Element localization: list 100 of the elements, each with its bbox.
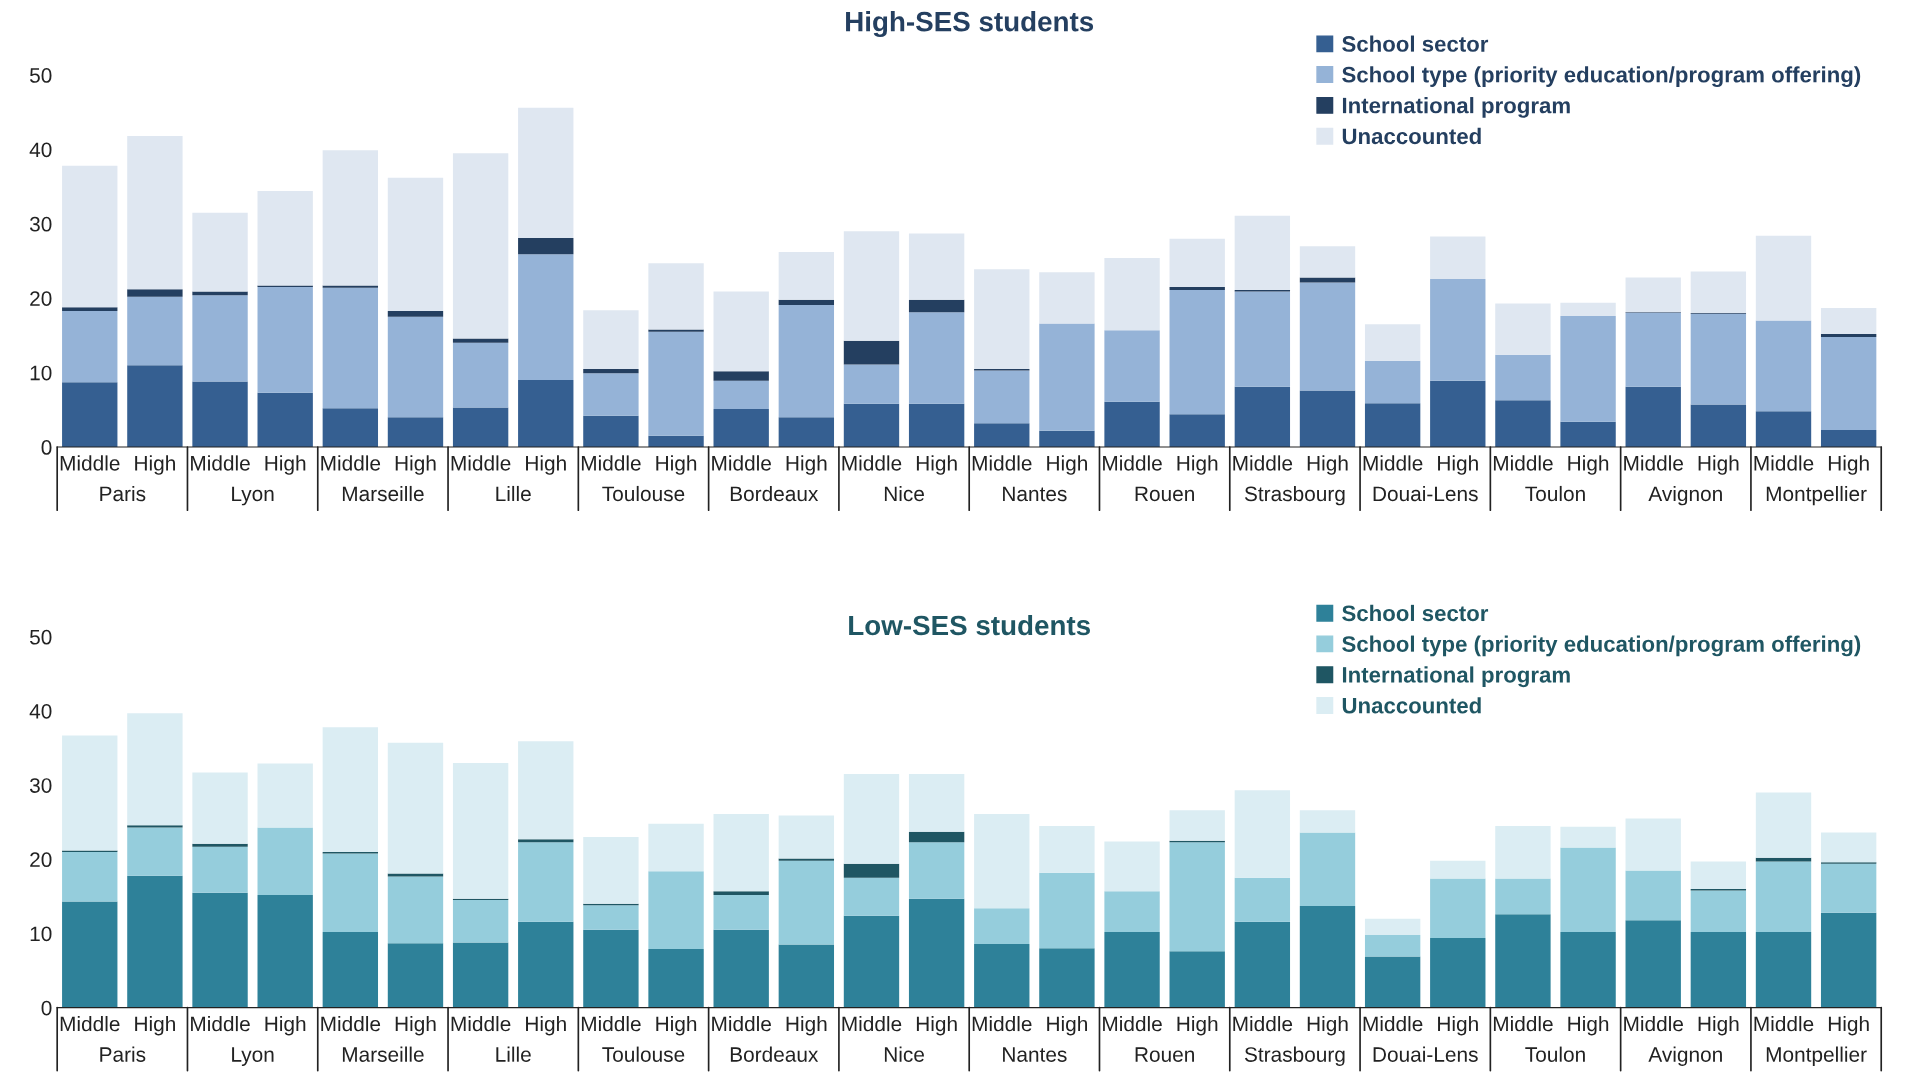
x-tick-label: High bbox=[1047, 455, 1087, 475]
x-tick-label: High bbox=[1828, 455, 1869, 475]
x-tick-label: High bbox=[786, 455, 827, 475]
x-tick-label: Middle bbox=[581, 1016, 641, 1032]
legend-label: School sector bbox=[1342, 604, 1489, 622]
x-tick-label: High bbox=[916, 455, 957, 475]
x-tick-label: High bbox=[656, 455, 697, 475]
x-tick-label: High bbox=[1698, 455, 1739, 475]
x-tick-label: High bbox=[1307, 455, 1348, 475]
y-tick-label: 0 bbox=[41, 440, 52, 455]
y-tick-label: 10 bbox=[30, 365, 52, 381]
x-tick-label: High bbox=[1047, 1016, 1087, 1036]
text: Rouen bbox=[1135, 1047, 1194, 1062]
text: Toulouse bbox=[602, 485, 685, 502]
legend-label: School type (priority education/program offering) bbox=[1342, 66, 1861, 88]
text: Lyon bbox=[232, 1047, 274, 1066]
x-tick-label: Middle bbox=[581, 455, 641, 471]
x-tick-label: High bbox=[1177, 1016, 1218, 1036]
x-tick-label: High bbox=[395, 455, 436, 475]
y-tick-label: 40 bbox=[29, 142, 52, 158]
y-tick-label: 20 bbox=[30, 852, 52, 868]
text: Paris bbox=[100, 1046, 146, 1062]
text: Montpellier bbox=[1766, 485, 1867, 506]
text: Toulouse bbox=[602, 1046, 685, 1062]
x-tick-label: High bbox=[526, 455, 566, 475]
text: Toulon bbox=[1525, 485, 1585, 502]
text: Nantes bbox=[1003, 486, 1067, 502]
text: Marseille bbox=[342, 485, 424, 502]
legend-label: International program bbox=[1342, 97, 1570, 118]
x-tick-label: High bbox=[526, 1016, 566, 1036]
x-tick-label: Middle bbox=[842, 455, 902, 471]
x-tick-label: High bbox=[656, 1016, 697, 1036]
y-tick-label: 50 bbox=[29, 68, 52, 83]
x-tick-label: Middle bbox=[1103, 1016, 1162, 1032]
text: Montpellier bbox=[1766, 1046, 1867, 1066]
x-tick-label: Middle bbox=[842, 1016, 902, 1032]
y-tick-label: 20 bbox=[30, 291, 52, 306]
x-tick-label: Middle bbox=[191, 1016, 250, 1032]
x-tick-label: Middle bbox=[1233, 1016, 1293, 1032]
chart-title: Low-SES students bbox=[849, 614, 1090, 636]
legend-label: School type (priority education/program offering) bbox=[1342, 635, 1861, 657]
x-tick-label: High bbox=[135, 1016, 175, 1036]
text: Nice bbox=[884, 485, 924, 502]
x-tick-label: High bbox=[1438, 1016, 1478, 1036]
text: Toulon bbox=[1525, 1046, 1585, 1062]
legend-label: Unaccounted bbox=[1342, 127, 1481, 145]
text: Lyon bbox=[232, 486, 274, 506]
text: Paris bbox=[100, 485, 146, 502]
y-tick-label: 30 bbox=[29, 216, 52, 232]
text: Lille bbox=[496, 485, 531, 502]
y-tick-label: 0 bbox=[41, 1000, 52, 1016]
x-tick-label: High bbox=[1307, 1016, 1348, 1036]
x-tick-label: High bbox=[1828, 1016, 1869, 1036]
y-tick-label: 50 bbox=[29, 629, 52, 645]
text: Nantes bbox=[1003, 1047, 1067, 1062]
x-tick-label: Middle bbox=[321, 1016, 381, 1032]
x-tick-label: Middle bbox=[1363, 455, 1423, 471]
x-tick-label: Middle bbox=[712, 1016, 771, 1032]
x-tick-label: High bbox=[135, 455, 175, 475]
text: Bordeaux bbox=[730, 485, 819, 502]
text: Lille bbox=[496, 1046, 531, 1062]
x-tick-label: Middle bbox=[321, 455, 381, 471]
x-tick-label: High bbox=[265, 455, 306, 475]
x-tick-label: High bbox=[1568, 1016, 1609, 1036]
text: Nice bbox=[884, 1046, 924, 1062]
x-tick-label: Middle bbox=[451, 1016, 511, 1032]
x-tick-label: High bbox=[395, 1016, 436, 1036]
x-tick-label: Middle bbox=[1624, 1016, 1683, 1032]
x-tick-label: Middle bbox=[972, 1016, 1032, 1032]
x-tick-label: Middle bbox=[1363, 1016, 1423, 1032]
x-tick-label: High bbox=[916, 1016, 957, 1036]
x-tick-label: High bbox=[1698, 1016, 1739, 1036]
y-tick-label: 40 bbox=[29, 703, 52, 719]
y-tick-label: 10 bbox=[30, 926, 52, 942]
legend-label: Unaccounted bbox=[1342, 697, 1481, 714]
text: Douai-Lens bbox=[1373, 1046, 1478, 1062]
x-tick-label: Middle bbox=[1754, 1016, 1814, 1032]
x-tick-label: Middle bbox=[1754, 455, 1814, 471]
text: Marseille bbox=[342, 1046, 424, 1062]
x-tick-label: Middle bbox=[1233, 455, 1293, 471]
text: Douai-Lens bbox=[1373, 485, 1478, 502]
x-tick-label: Middle bbox=[1624, 455, 1683, 471]
chart-title: High-SES students bbox=[846, 11, 1094, 38]
text: Strasbourg bbox=[1244, 1046, 1345, 1066]
x-tick-label: High bbox=[1438, 455, 1478, 475]
x-tick-label: Middle bbox=[1103, 455, 1162, 471]
x-tick-label: Middle bbox=[972, 455, 1032, 471]
x-tick-label: Middle bbox=[60, 1016, 120, 1032]
x-tick-label: High bbox=[1568, 455, 1609, 475]
text: Avignon bbox=[1648, 1046, 1722, 1066]
x-tick-label: High bbox=[786, 1016, 827, 1036]
x-tick-label: Middle bbox=[191, 455, 250, 471]
text: Avignon bbox=[1648, 485, 1722, 506]
x-tick-label: High bbox=[1177, 455, 1218, 475]
x-tick-label: Middle bbox=[451, 455, 511, 471]
x-tick-label: High bbox=[265, 1016, 306, 1036]
text: Rouen bbox=[1135, 486, 1194, 502]
text: Bordeaux bbox=[730, 1046, 819, 1062]
y-tick-label: 30 bbox=[29, 778, 52, 793]
legend-label: International program bbox=[1342, 666, 1570, 688]
